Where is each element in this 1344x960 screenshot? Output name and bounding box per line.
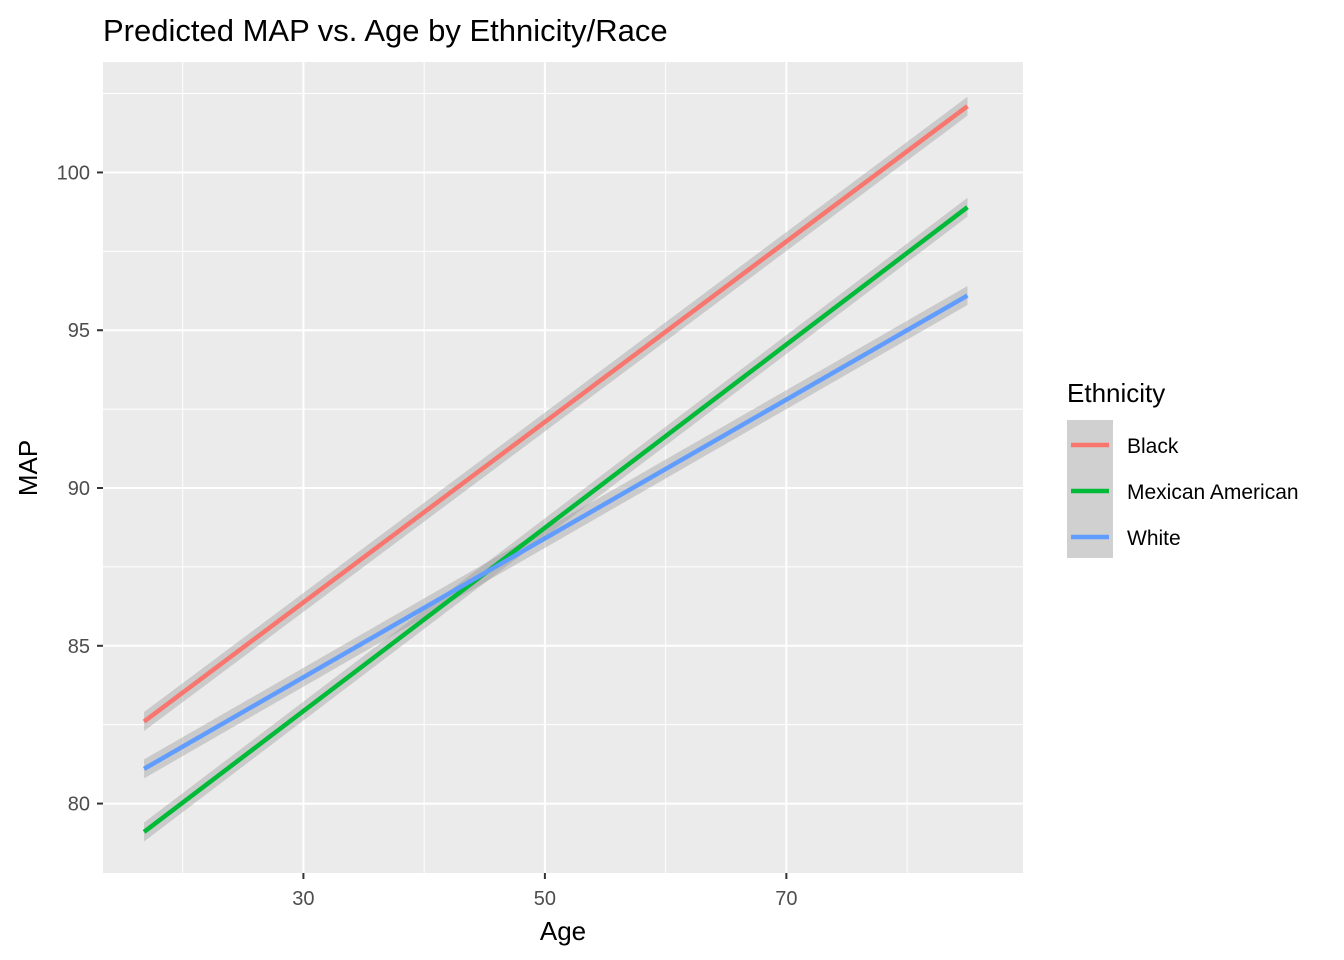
y-tick-label: 95 <box>68 320 90 342</box>
y-tick-label: 85 <box>68 636 90 658</box>
legend-items: Black Mexican American White <box>1067 420 1299 558</box>
chart-title: Predicted MAP vs. Age by Ethnicity/Race <box>103 13 668 48</box>
y-tick-label: 90 <box>68 478 90 500</box>
y-tick-label: 100 <box>57 162 90 184</box>
x-tick-label: 70 <box>775 888 797 910</box>
grid-major <box>103 62 1023 873</box>
x-tick-label: 50 <box>534 888 556 910</box>
legend: Ethnicity Black Mexican American White <box>1067 378 1299 558</box>
y-axis: 80 85 90 95 100 <box>57 162 103 816</box>
x-tick-label: 30 <box>292 888 314 910</box>
series-line <box>142 205 969 834</box>
x-axis-label: Age <box>540 916 586 946</box>
series-line <box>142 293 969 771</box>
series-lines <box>142 104 969 834</box>
legend-label: Mexican American <box>1127 481 1299 504</box>
legend-title: Ethnicity <box>1067 378 1165 408</box>
y-axis-label: MAP <box>13 440 43 496</box>
plot-panel <box>103 62 1023 873</box>
legend-label: White <box>1127 527 1181 550</box>
legend-label: Black <box>1127 435 1179 458</box>
x-axis: 30 50 70 <box>292 873 797 910</box>
series-line <box>142 104 969 724</box>
y-tick-label: 80 <box>68 794 90 816</box>
